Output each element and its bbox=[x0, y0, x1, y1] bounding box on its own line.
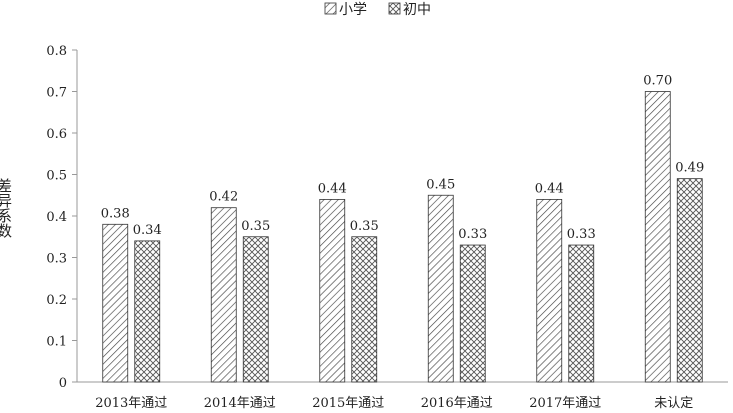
bar-series-2 bbox=[568, 244, 595, 383]
data-label: 0.45 bbox=[426, 177, 455, 192]
bar-series-2 bbox=[351, 236, 378, 383]
data-label: 0.35 bbox=[350, 219, 379, 234]
x-category-label: 2016年通过 bbox=[421, 396, 493, 411]
bar-series-1 bbox=[644, 91, 671, 383]
data-label: 0.49 bbox=[675, 161, 704, 176]
bar-series-2 bbox=[134, 240, 161, 383]
bars bbox=[102, 91, 703, 383]
data-label: 0.33 bbox=[458, 227, 487, 242]
legend-label-series-2: 初中 bbox=[403, 1, 431, 18]
bar-series-1 bbox=[102, 223, 129, 383]
y-tick-label: 0.4 bbox=[46, 210, 67, 225]
x-category-label: 2014年通过 bbox=[204, 396, 276, 411]
legend-swatch-series-2 bbox=[388, 2, 401, 15]
bar-series-2 bbox=[459, 244, 486, 383]
y-tick-label: 0.7 bbox=[46, 86, 67, 101]
y-axis-label: 差异系数 bbox=[0, 178, 13, 238]
x-category-label: 2017年通过 bbox=[529, 396, 601, 411]
y-tick-label: 0.3 bbox=[46, 252, 67, 267]
bar-series-1 bbox=[210, 207, 237, 383]
y-tick-label: 0.8 bbox=[46, 44, 67, 59]
data-label: 0.33 bbox=[567, 227, 596, 242]
data-label: 0.44 bbox=[535, 181, 564, 196]
legend: 小学 初中 bbox=[324, 1, 431, 18]
bar-series-1 bbox=[319, 198, 346, 383]
data-label: 0.38 bbox=[101, 206, 130, 221]
y-tick-label: 0 bbox=[59, 376, 67, 391]
data-label: 0.70 bbox=[643, 74, 672, 89]
x-category-label: 未认定 bbox=[654, 396, 693, 411]
y-tick-label: 0.1 bbox=[46, 335, 67, 350]
data-label: 0.35 bbox=[241, 219, 270, 234]
bar-series-2 bbox=[676, 178, 703, 383]
y-axis-ticks: 0 0.1 0.2 0.3 0.4 0.5 0.6 0.7 0.8 bbox=[46, 44, 77, 391]
y-tick-label: 0.2 bbox=[46, 293, 67, 308]
y-tick-label: 0.6 bbox=[46, 127, 67, 142]
legend-swatch-series-1 bbox=[324, 2, 337, 15]
axes bbox=[76, 50, 728, 383]
x-category-label: 2015年通过 bbox=[312, 396, 384, 411]
data-label: 0.44 bbox=[318, 181, 347, 196]
data-label: 0.34 bbox=[133, 223, 162, 238]
category-labels: 2013年通过 2014年通过 2015年通过 2016年通过 2017年通过 未认定 bbox=[95, 396, 693, 411]
data-labels: 0.380.340.420.350.440.350.450.330.440.33… bbox=[101, 74, 704, 243]
y-tick-label: 0.5 bbox=[46, 169, 67, 184]
bar-series-1 bbox=[427, 194, 454, 383]
bar-series-2 bbox=[242, 236, 269, 383]
bar-series-1 bbox=[536, 198, 563, 383]
legend-label-series-1: 小学 bbox=[339, 2, 367, 18]
x-category-label: 2013年通过 bbox=[95, 396, 167, 411]
data-label: 0.42 bbox=[209, 190, 238, 205]
